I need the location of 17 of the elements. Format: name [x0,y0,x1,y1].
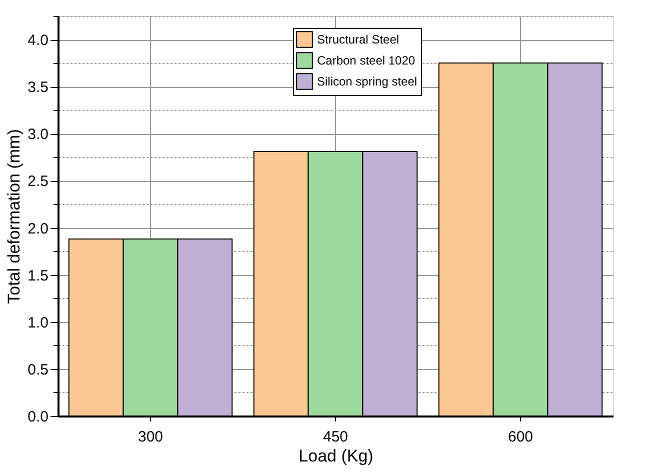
y-axis-title: Total deformation (mm) [4,129,24,304]
y-tick-label: 1.5 [28,267,48,284]
x-tick-label: 300 [138,428,164,446]
legend-label: Structural Steel [317,32,400,46]
y-tick-label: 3.5 [28,79,48,96]
x-axis-title: Load (Kg) [298,446,374,466]
y-tick-label: 1.0 [28,314,48,332]
y-tick-label: 4.0 [28,32,48,50]
y-tick-label: 0.5 [28,361,48,378]
legend-label: Silicon spring steel [317,74,418,88]
y-tick-label: 2.0 [28,220,48,238]
x-tick-label: 600 [508,428,534,446]
y-tick-label: 0.0 [28,408,48,426]
y-tick-label: 3.0 [28,126,48,144]
y-tick-label: 2.5 [28,173,48,190]
legend-label: Carbon steel 1020 [317,54,416,68]
x-tick-label: 450 [322,428,348,446]
